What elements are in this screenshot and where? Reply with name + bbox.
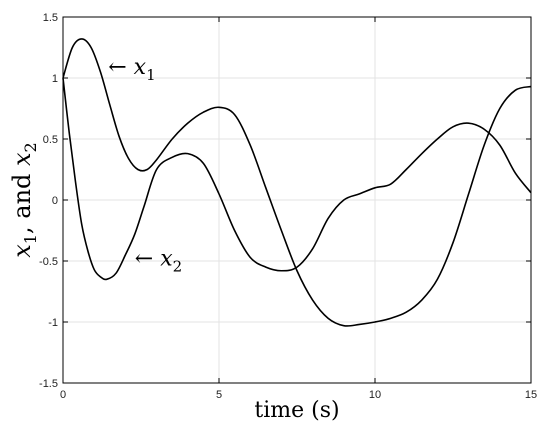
- annotation-arrow: ←: [108, 55, 133, 80]
- series-layer: [62, 38, 532, 327]
- series-annotation: ← x2: [135, 246, 182, 275]
- x-tick-label: 10: [369, 389, 381, 401]
- annotation-subscript: 1: [146, 66, 156, 84]
- y-tick-label: -1: [48, 317, 58, 329]
- y-tick-label: -0.5: [39, 256, 58, 268]
- y-tick-label: 1: [52, 73, 58, 85]
- annotation-symbol: x: [134, 55, 147, 80]
- y-title-mid: , and: [8, 166, 36, 234]
- series-line-x1: [62, 38, 532, 327]
- x-axis-title: time (s): [254, 398, 339, 423]
- annotation-arrow: ←: [135, 246, 160, 271]
- y-title-sub2: 2: [21, 142, 40, 152]
- y-axis-title: x1, and x2: [8, 142, 40, 257]
- y-tick-label: -1.5: [39, 378, 58, 390]
- y-title-sym2: x: [8, 152, 36, 166]
- x-tick-label: 5: [216, 389, 222, 401]
- series-line-x2: [62, 77, 532, 281]
- series-annotation: ← x1: [108, 55, 155, 84]
- y-tick-label: 0.5: [43, 134, 58, 146]
- ticks: 0 5 10 15 -1.5 -1 -0.5 0 0.5 1 1.5: [39, 12, 537, 401]
- x-tick-label: 15: [525, 389, 537, 401]
- y-title-sub1: 1: [21, 234, 40, 244]
- y-title-sym1: x: [8, 244, 36, 258]
- y-tick-label: 1.5: [43, 12, 58, 24]
- annotation-subscript: 2: [173, 257, 183, 275]
- annotation-symbol: x: [160, 246, 173, 271]
- annotations: ← x1← x2: [108, 55, 182, 276]
- y-tick-label: 0: [52, 195, 58, 207]
- x-tick-label: 0: [60, 389, 66, 401]
